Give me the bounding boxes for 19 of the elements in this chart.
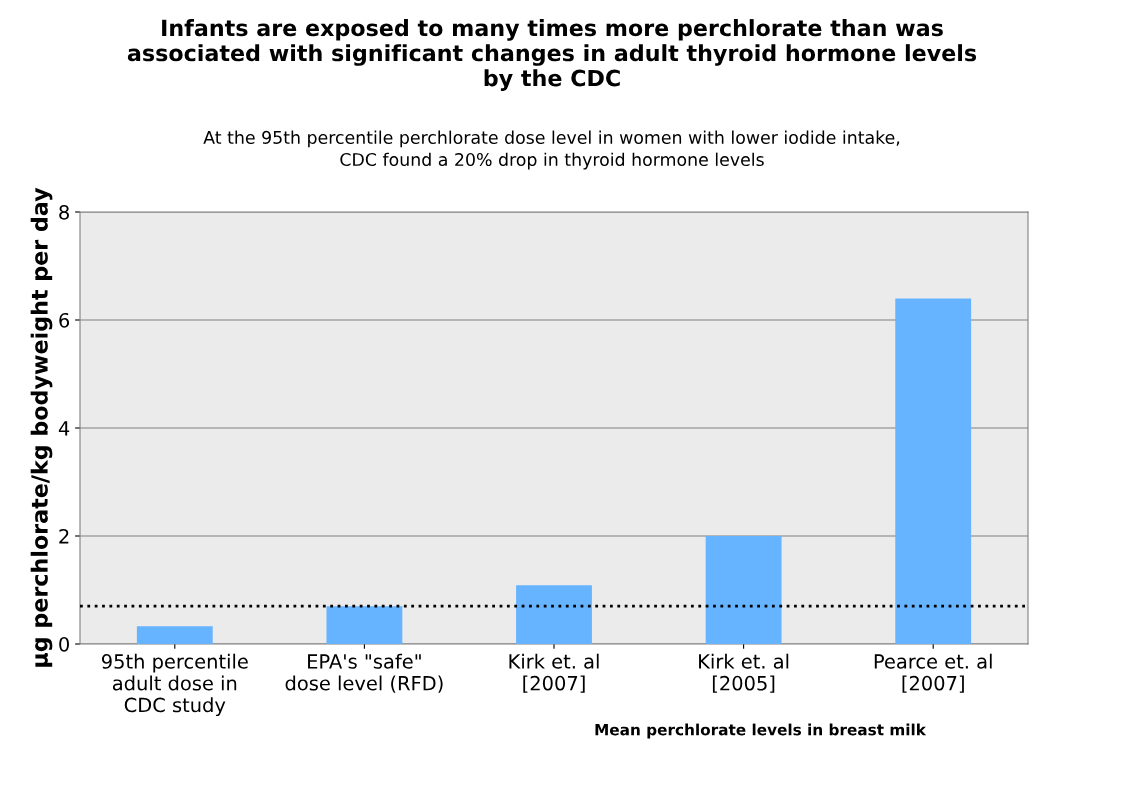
x-axis-title: Mean perchlorate levels in breast milk [595, 723, 927, 739]
y-tick-label: 4 [58, 421, 70, 436]
y-tick-label: 8 [59, 204, 69, 220]
bar [516, 585, 592, 644]
x-tick-label: Pearce et. al [2007] [874, 653, 992, 693]
bar [705, 536, 782, 644]
x-tick-label: Kirk et. al [2005] [699, 653, 789, 693]
chart-title: Infants are exposed to many times more perchlorate than was associated with significant changes in adult thyroid hormone levels by the CDC [127, 19, 977, 91]
y-tick-label: 0 [59, 636, 69, 652]
bar [326, 606, 403, 644]
y-tick-label: 2 [59, 528, 69, 544]
y-axis-title: µg perchlorate/kg bodyweight per day [30, 187, 53, 667]
chart-subtitle: At the 95th percentile perchlorate dose level in women with lower iodide intake, CDC found a 20% drop in thyroid hormone levels [203, 130, 900, 170]
x-tick-label: 95th percentile adult dose in CDC study [101, 653, 248, 717]
x-tick-label: EPA's "safe" dose level (RFD) [285, 653, 443, 693]
x-tick-label: Kirk et. al [2007] [509, 653, 599, 693]
bar [895, 298, 972, 644]
bar [136, 626, 213, 644]
y-tick-label: 6 [59, 312, 70, 328]
